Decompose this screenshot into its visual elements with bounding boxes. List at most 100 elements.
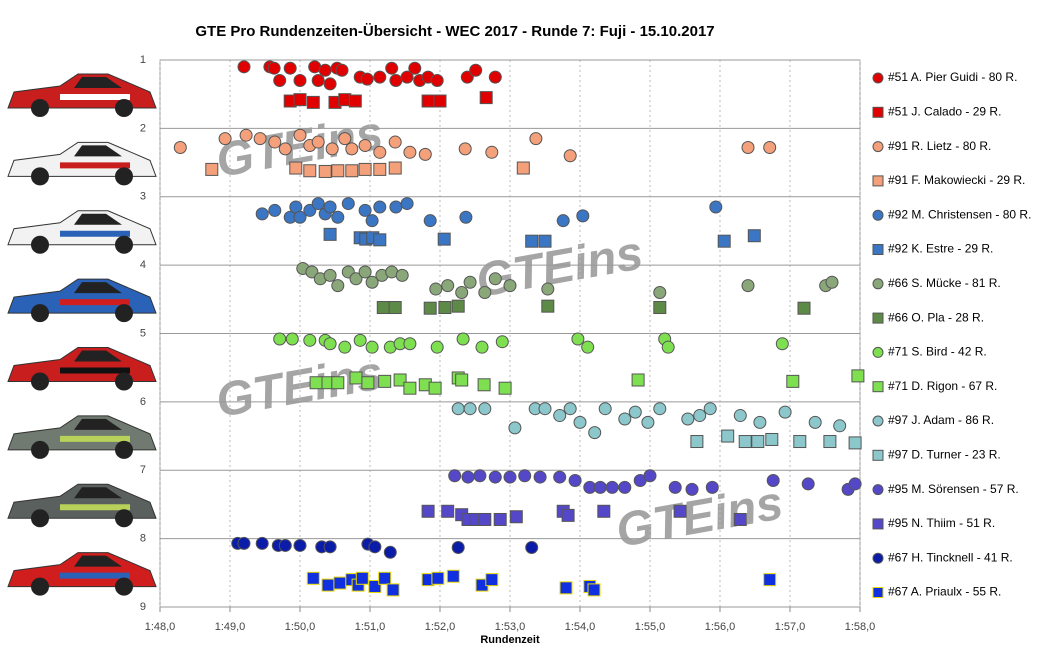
point [721, 429, 735, 443]
point [331, 279, 345, 293]
legend-label: #91 F. Makowiecki - 29 R. [888, 173, 1025, 187]
point [786, 374, 800, 388]
point [273, 74, 287, 88]
point [255, 536, 269, 550]
point [473, 469, 487, 483]
legend-marker [872, 278, 884, 290]
point [446, 569, 460, 583]
point [331, 210, 345, 224]
car-wheel [31, 577, 49, 596]
x-tick-label: 1:52,0 [425, 621, 456, 633]
point [386, 583, 400, 597]
point [848, 477, 862, 491]
point [388, 135, 402, 149]
point [516, 161, 530, 175]
point [563, 402, 577, 416]
y-tick-label: 7 [140, 464, 146, 476]
point [793, 435, 807, 449]
point [478, 402, 492, 416]
point [553, 470, 567, 484]
point [461, 470, 475, 484]
point [747, 229, 761, 243]
point [703, 402, 717, 416]
point [408, 61, 422, 75]
point [403, 337, 417, 351]
y-tick-label: 1 [140, 54, 146, 66]
point [365, 214, 379, 228]
point [441, 504, 455, 518]
legend-marker [872, 175, 884, 187]
point [479, 91, 493, 105]
point [335, 63, 349, 77]
point [478, 512, 492, 526]
y-tick-label: 4 [140, 259, 146, 271]
point [587, 583, 601, 597]
car-window [74, 213, 122, 225]
point [459, 210, 473, 224]
point [525, 541, 539, 555]
point [775, 337, 789, 351]
point [353, 333, 367, 347]
point [741, 279, 755, 293]
point [430, 340, 444, 354]
point [561, 508, 575, 522]
legend-label: #67 A. Priaulx - 55 R. [888, 585, 1001, 599]
point [488, 470, 502, 484]
point [323, 540, 337, 554]
point [751, 435, 765, 449]
point [488, 272, 502, 286]
point [458, 142, 472, 156]
point [237, 536, 251, 550]
point [333, 576, 347, 590]
y-tick-label: 5 [140, 327, 146, 339]
point [451, 299, 465, 313]
point [318, 164, 332, 178]
point [631, 373, 645, 387]
point [717, 234, 731, 248]
point [355, 571, 369, 585]
point [368, 540, 382, 554]
point [460, 70, 474, 84]
point [388, 301, 402, 315]
car-wheel [115, 440, 133, 459]
point [205, 162, 219, 176]
point [738, 435, 752, 449]
point [338, 340, 352, 354]
point [311, 135, 325, 149]
point [541, 282, 555, 296]
car-image [7, 483, 157, 528]
point [455, 285, 469, 299]
point [709, 200, 723, 214]
point [469, 63, 483, 77]
point [808, 415, 822, 429]
x-tick-label: 1:55,0 [635, 621, 666, 633]
point [348, 94, 362, 108]
legend-marker [872, 415, 884, 427]
point [428, 381, 442, 395]
point [403, 381, 417, 395]
point [568, 474, 582, 488]
x-tick-label: 1:57,0 [775, 621, 806, 633]
car-wheel [31, 509, 49, 528]
point [423, 301, 437, 315]
car-wheel [115, 509, 133, 528]
point [538, 234, 552, 248]
car-wheel [31, 372, 49, 391]
x-tick-label: 1:54,0 [565, 621, 596, 633]
car-wheel [31, 440, 49, 459]
legend-marker [872, 141, 884, 153]
point [373, 162, 387, 176]
point [763, 141, 777, 155]
point [441, 279, 455, 293]
point [253, 132, 267, 146]
point [373, 233, 387, 247]
point [423, 214, 437, 228]
point [345, 142, 359, 156]
point [293, 210, 307, 224]
point [495, 335, 509, 349]
point [433, 94, 447, 108]
point [653, 301, 667, 315]
x-tick-label: 1:48,0 [145, 621, 176, 633]
point [559, 581, 573, 595]
point [349, 371, 363, 385]
